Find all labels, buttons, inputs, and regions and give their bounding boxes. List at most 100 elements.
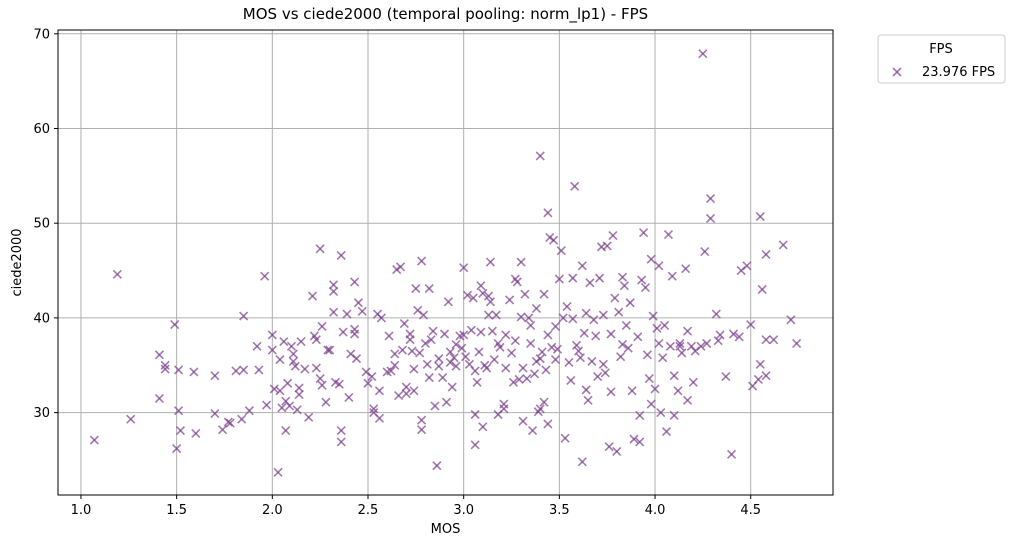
data-point bbox=[483, 310, 494, 320]
data-point bbox=[300, 364, 310, 374]
x-tick-label: 4.0 bbox=[645, 503, 666, 518]
data-point bbox=[728, 329, 739, 339]
data-point bbox=[172, 444, 182, 454]
data-point bbox=[602, 241, 612, 251]
data-point bbox=[344, 392, 354, 403]
legend-marker-x bbox=[892, 67, 902, 77]
x-tick-label: 4.5 bbox=[740, 503, 761, 518]
data-point bbox=[328, 286, 339, 296]
data-point bbox=[260, 271, 270, 281]
data-point bbox=[451, 361, 461, 371]
data-point bbox=[669, 410, 679, 421]
data-point bbox=[281, 426, 291, 436]
data-point bbox=[769, 335, 779, 345]
data-point bbox=[445, 347, 455, 357]
data-point bbox=[328, 307, 339, 317]
data-point bbox=[447, 382, 457, 392]
x-tick-label: 2.0 bbox=[262, 503, 283, 518]
data-point bbox=[420, 338, 430, 349]
data-point bbox=[598, 310, 608, 320]
data-point bbox=[407, 346, 417, 356]
data-point bbox=[786, 315, 796, 325]
legend-box bbox=[877, 34, 1006, 84]
grid bbox=[58, 30, 833, 495]
data-point bbox=[528, 426, 538, 436]
data-point bbox=[677, 348, 687, 358]
data-point bbox=[713, 336, 723, 346]
data-point bbox=[566, 375, 576, 385]
data-point bbox=[673, 386, 683, 396]
data-point bbox=[405, 335, 415, 345]
data-point bbox=[635, 410, 645, 421]
data-point bbox=[342, 309, 352, 319]
data-point bbox=[675, 338, 685, 349]
data-point bbox=[491, 310, 501, 320]
y-tick-label: 30 bbox=[33, 406, 50, 421]
data-point bbox=[461, 352, 471, 362]
data-point bbox=[351, 354, 362, 364]
data-point bbox=[307, 291, 318, 301]
data-point bbox=[275, 355, 285, 365]
data-point bbox=[539, 289, 549, 299]
data-point bbox=[543, 208, 553, 218]
data-point bbox=[640, 283, 651, 293]
chart-title: MOS vs ciede2000 (temporal pooling: norm… bbox=[243, 5, 648, 24]
data-point bbox=[681, 264, 691, 274]
data-point bbox=[539, 397, 549, 407]
data-point bbox=[753, 374, 763, 385]
data-point bbox=[570, 181, 580, 191]
data-point bbox=[589, 315, 599, 325]
data-point bbox=[742, 261, 752, 271]
data-point bbox=[495, 342, 505, 352]
data-point bbox=[112, 269, 122, 279]
data-point bbox=[696, 341, 706, 351]
data-point bbox=[269, 384, 279, 394]
data-point bbox=[439, 329, 450, 339]
data-point bbox=[397, 345, 408, 355]
data-point bbox=[434, 354, 444, 364]
data-point bbox=[401, 389, 411, 399]
data-point bbox=[585, 278, 595, 288]
x-axis-label: MOS bbox=[431, 522, 461, 537]
data-point bbox=[468, 293, 478, 303]
data-point bbox=[386, 366, 396, 376]
data-point bbox=[573, 346, 584, 356]
data-point bbox=[665, 341, 675, 351]
data-point bbox=[549, 235, 559, 245]
data-point bbox=[698, 49, 708, 59]
data-point bbox=[547, 342, 557, 352]
data-point bbox=[524, 313, 534, 323]
y-axis-label: ciede2000 bbox=[10, 228, 25, 296]
data-point bbox=[629, 434, 639, 444]
data-point bbox=[623, 343, 633, 353]
data-point bbox=[755, 359, 765, 369]
data-point bbox=[581, 385, 591, 395]
y-tick-label: 40 bbox=[33, 311, 50, 326]
data-point bbox=[363, 378, 373, 388]
y-tick-label: 70 bbox=[33, 27, 50, 42]
x-tick-label: 3.5 bbox=[549, 503, 570, 518]
data-point bbox=[669, 371, 679, 381]
x-tick-label: 1.5 bbox=[166, 503, 187, 518]
data-point bbox=[325, 345, 335, 355]
data-point bbox=[675, 341, 685, 351]
data-point bbox=[483, 291, 494, 301]
data-point bbox=[606, 329, 616, 339]
data-point bbox=[510, 336, 520, 346]
data-point bbox=[600, 368, 610, 378]
data-point bbox=[438, 373, 448, 383]
data-point bbox=[472, 377, 482, 387]
data-point bbox=[535, 151, 545, 161]
data-point bbox=[761, 249, 771, 260]
data-point bbox=[304, 412, 314, 422]
legend-title: FPS bbox=[929, 42, 953, 57]
data-point bbox=[661, 426, 672, 437]
data-point bbox=[424, 283, 434, 294]
data-point bbox=[160, 364, 170, 374]
data-point bbox=[700, 247, 710, 257]
data-point bbox=[353, 298, 363, 308]
data-point bbox=[173, 406, 184, 416]
data-point bbox=[531, 303, 541, 313]
legend: FPS 23.976 FPS bbox=[877, 34, 1006, 84]
